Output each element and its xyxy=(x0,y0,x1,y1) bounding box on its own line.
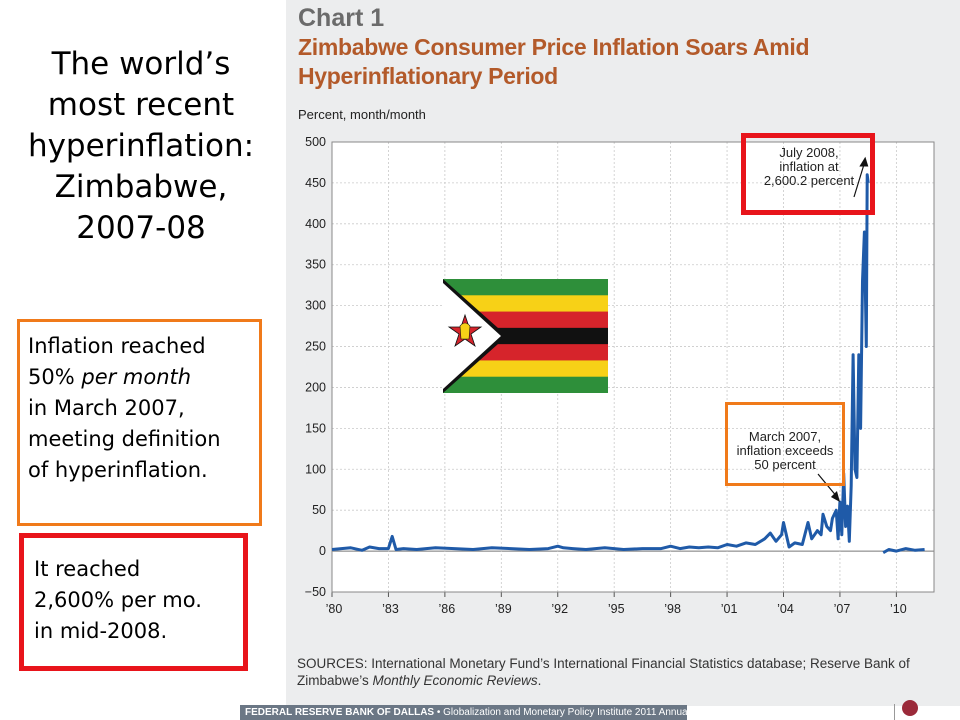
title-line: The world’s xyxy=(51,46,231,82)
chart-title-line: Hyperinflationary Period xyxy=(298,63,558,89)
y-tick-label: 400 xyxy=(305,217,326,231)
x-tick-label: ’83 xyxy=(382,602,399,616)
y-tick-label: 50 xyxy=(312,503,326,517)
march-2007-arrowhead xyxy=(830,491,840,502)
flag-zimbabwe-bird xyxy=(459,322,471,340)
chart-number: Chart 1 xyxy=(298,4,385,32)
july-2008-annotation: July 2008, inflation at 2,600.2 percent xyxy=(763,145,855,188)
chart-sources: SOURCES: International Monetary Fund’s I… xyxy=(297,656,910,688)
y-tick-label: 350 xyxy=(305,258,326,272)
y-tick-label: 250 xyxy=(305,340,326,354)
x-tick-label: ’07 xyxy=(834,602,851,616)
y-tick-label: 150 xyxy=(305,421,326,435)
flag-stripe xyxy=(443,295,608,313)
march-2007-annotation-box xyxy=(725,402,845,486)
x-tick-label: ’98 xyxy=(664,602,681,616)
slide-title: The world’s most recent hyperinflation: … xyxy=(0,44,282,249)
title-line: hyperinflation: xyxy=(27,128,255,164)
flag-stripe xyxy=(443,376,608,393)
july-2008-arrowhead xyxy=(859,156,869,167)
y-tick-label: 0 xyxy=(319,544,326,558)
y-axis-label: Percent, month/month xyxy=(298,107,426,122)
x-tick-label: ’92 xyxy=(551,602,568,616)
hyperinflation-definition-note: Inflation reached 50% per month in March… xyxy=(28,334,221,482)
x-tick-label: ’01 xyxy=(721,602,738,616)
zimbabwe-flag-icon xyxy=(443,279,608,393)
chart-title-line: Zimbabwe Consumer Price Inflation Soars … xyxy=(298,34,810,60)
peak-inflation-note: It reached 2,600% per mo. in mid-2008. xyxy=(34,557,202,643)
y-tick-label: −50 xyxy=(305,585,326,599)
july-2008-annotation-box xyxy=(741,133,875,215)
plot-border xyxy=(331,141,935,593)
title-line: Zimbabwe, xyxy=(54,169,228,205)
title-line: most recent xyxy=(47,87,235,123)
report-footer-banner: FEDERAL RESERVE BANK OF DALLAS • Globali… xyxy=(240,705,687,720)
y-tick-label: 300 xyxy=(305,299,326,313)
footer-divider xyxy=(894,704,895,720)
y-tick-label: 450 xyxy=(305,176,326,190)
title-line: 2007-08 xyxy=(76,210,206,246)
inflation-series-line xyxy=(882,547,925,555)
x-tick-label: ’89 xyxy=(495,602,512,616)
x-tick-label: ’95 xyxy=(608,602,625,616)
x-tick-label: ’80 xyxy=(326,602,343,616)
march-2007-callout-box xyxy=(17,319,262,526)
y-tick-label: 500 xyxy=(305,135,326,149)
mid-2008-callout-box xyxy=(19,533,248,671)
inflation-series-line xyxy=(331,173,870,552)
chart-title: Chart 1 Zimbabwe Consumer Price Inflatio… xyxy=(298,3,810,91)
x-tick-label: ’04 xyxy=(777,602,794,616)
school-logo-icon xyxy=(902,700,918,716)
x-tick-label: ’10 xyxy=(890,602,907,616)
x-tick-label: ’86 xyxy=(439,602,456,616)
flag-stripe xyxy=(443,279,608,296)
y-tick-label: 200 xyxy=(305,380,326,394)
flag-stripe xyxy=(443,360,608,378)
march-2007-annotation: March 2007, inflation exceeds 50 percent xyxy=(736,429,834,472)
y-tick-label: 100 xyxy=(305,462,326,476)
